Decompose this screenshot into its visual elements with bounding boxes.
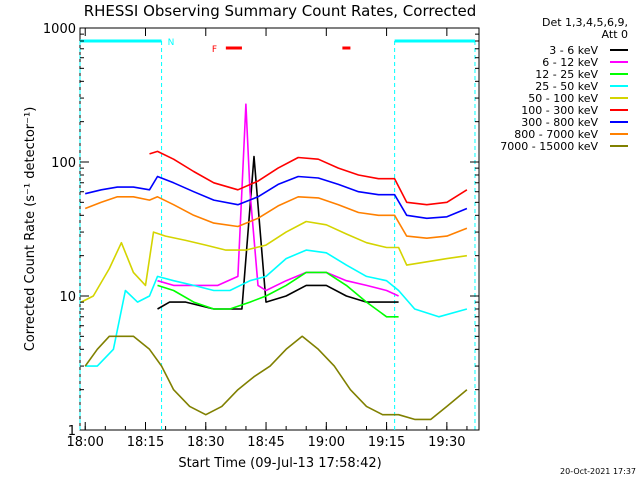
legend-label: 100 - 300 keV [521,104,598,117]
x-tick-label: 19:00 [308,435,345,450]
x-tick-label: 19:15 [368,435,405,450]
y-tick-label: 100 [51,156,76,171]
x-tick-label: 18:15 [127,435,164,450]
x-tick-label: 19:30 [428,435,465,450]
x-axis-label: Start Time (09-Jul-13 17:58:42) [178,456,381,471]
render-timestamp: 20-Oct-2021 17:37 [560,467,636,476]
x-tick-label: 18:45 [247,435,284,450]
y-axis: 1 10 100 1000 [43,22,479,439]
series-line-50-100-keV [80,220,468,303]
series-line-100-300-keV [149,150,468,206]
plot-frame [79,27,480,431]
y-tick-label: 10 [59,290,76,305]
legend-detector-info: Att 0 [602,28,628,41]
x-axis: 18:00 18:15 18:30 18:45 19:00 19:15 19:30 [66,28,468,450]
legend-label: 300 - 800 keV [521,116,598,129]
y-tick-label: 1000 [43,22,76,37]
legend-label: 50 - 100 keV [528,92,598,105]
chart-title: RHESSI Observing Summary Count Rates, Co… [84,2,477,20]
flare-marker-label: F [212,45,217,55]
series-line-25-50-keV [85,249,468,367]
legend-label: 7000 - 15000 keV [500,140,598,153]
x-tick-label: 18:30 [187,435,224,450]
state-markers: NF [79,38,476,430]
legend-label: 3 - 6 keV [549,44,598,57]
series-line-300-800-keV [85,175,468,220]
legend-label: 800 - 7000 keV [514,128,598,141]
series-layer [80,103,468,421]
series-line-12-25-keV [157,271,399,318]
night-marker-label: N [168,38,175,48]
legend-label: 25 - 50 keV [535,80,598,93]
plot-area [79,27,480,431]
series-line-7000-15000-keV [84,335,468,421]
x-tick-label: 18:00 [66,435,103,450]
series-line-800-7000-keV [84,196,468,239]
y-tick-label: 1 [68,424,76,439]
legend-label: 12 - 25 keV [535,68,598,81]
legend-detector-info: Det 1,3,4,5,6,9, [542,16,628,29]
y-axis-label: Corrected Count Rate (s⁻¹ detector⁻¹) [23,107,38,352]
legend-label: 6 - 12 keV [542,56,598,69]
series-line-3-6-keV [157,155,399,310]
series-line-6-12-keV [157,103,399,297]
